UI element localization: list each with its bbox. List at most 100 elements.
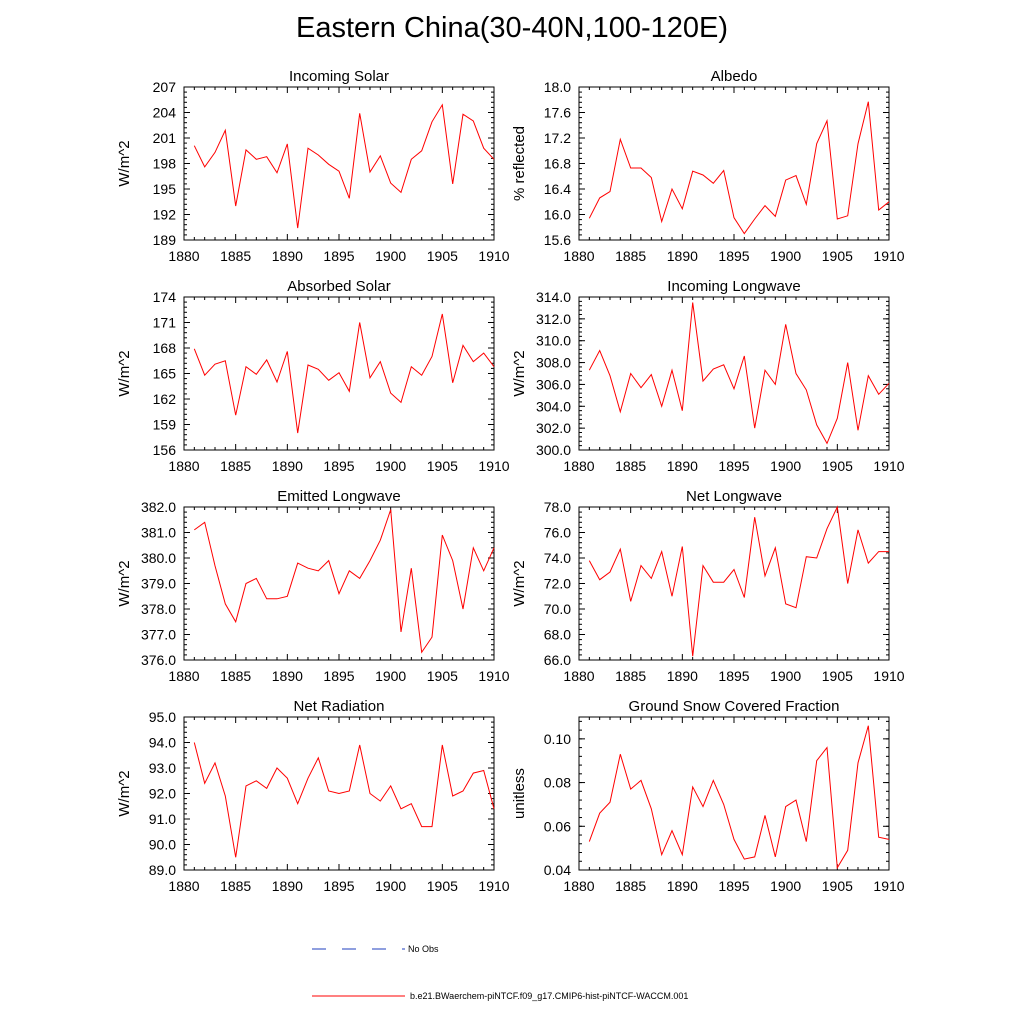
panel-3-xtick-label: 1890 xyxy=(667,458,698,474)
panel-5-xtick-label: 1895 xyxy=(718,668,749,684)
panel-3-ytick-label: 308.0 xyxy=(536,355,571,371)
panel-3-ytick-label: 304.0 xyxy=(536,398,571,414)
panel-0-xtick-label: 1890 xyxy=(272,248,303,264)
panel-5-xtick-label: 1885 xyxy=(615,668,646,684)
panel-0-ytick-label: 201 xyxy=(153,130,177,146)
panel-1-ytick-label: 18.0 xyxy=(544,79,571,95)
panel-7-xtick-label: 1895 xyxy=(718,878,749,894)
panel-4-xtick-label: 1885 xyxy=(220,668,251,684)
panel-0-ytick-label: 192 xyxy=(153,207,177,223)
panel-5-ytick-label: 74.0 xyxy=(544,550,571,566)
panel-1-ytick-label: 17.2 xyxy=(544,130,571,146)
panel-5-ytick-label: 78.0 xyxy=(544,499,571,515)
panel-0-ytick-label: 204 xyxy=(153,105,177,121)
panel-3-ytick-label: 310.0 xyxy=(536,333,571,349)
panel-1-xtick-label: 1880 xyxy=(563,248,594,264)
panel-6-xtick-label: 1895 xyxy=(323,878,354,894)
panel-0-frame xyxy=(183,86,495,241)
panel-7-xtick-label: 1885 xyxy=(615,878,646,894)
panel-3-xtick-label: 1885 xyxy=(615,458,646,474)
panel-7-ytick-label: 0.08 xyxy=(544,775,571,791)
panel-3-xtick-label: 1880 xyxy=(563,458,594,474)
panel-0-series-line-0 xyxy=(193,103,495,229)
panel-6-xtick-label: 1890 xyxy=(272,878,303,894)
panel-4-ytick-label: 382.0 xyxy=(141,499,176,515)
panel-5-ytick-label: 70.0 xyxy=(544,601,571,617)
panel-3-ytick-label: 312.0 xyxy=(536,311,571,327)
panel-5-frame xyxy=(578,506,890,661)
panel-7-xtick-label: 1910 xyxy=(873,878,904,894)
panel-5-xtick-label: 1880 xyxy=(563,668,594,684)
panel-4-ytick-label: 379.0 xyxy=(141,576,176,592)
panel-4-ytick-label: 380.0 xyxy=(141,550,176,566)
panel-6-ytick-label: 93.0 xyxy=(149,760,176,776)
panel-2-ytick-label: 165 xyxy=(153,366,177,382)
panel-6-ytick-label: 90.0 xyxy=(149,837,176,853)
panel-4-ytick-label: 377.0 xyxy=(141,627,176,643)
panel-6-ytick-label: 91.0 xyxy=(149,811,176,827)
panel-3-ytick-label: 314.0 xyxy=(536,289,571,305)
panel-1-xtick-label: 1905 xyxy=(822,248,853,264)
panel-5-ytick-label: 68.0 xyxy=(544,627,571,643)
panel-3-frame xyxy=(578,296,890,451)
panel-4-ytick-label: 378.0 xyxy=(141,601,176,617)
panel-0-xtick-label: 1895 xyxy=(323,248,354,264)
panel-4-series-line-0 xyxy=(194,509,495,654)
panel-4-xtick-label: 1900 xyxy=(375,668,406,684)
panel-2-xtick-label: 1900 xyxy=(375,458,406,474)
panel-6-series-line-0 xyxy=(193,742,495,858)
panel-5-ytick-label: 76.0 xyxy=(544,525,571,541)
panel-7-xtick-label: 1900 xyxy=(770,878,801,894)
panel-2-xtick-label: 1890 xyxy=(272,458,303,474)
panel-2-ytick-label: 159 xyxy=(153,417,177,433)
panel-2-xtick-label: 1910 xyxy=(478,458,509,474)
panel-7-series-line-0 xyxy=(588,725,890,870)
panel-4-frame xyxy=(183,506,495,661)
panel-7-xtick-label: 1880 xyxy=(563,878,594,894)
panel-5-ylabel: W/m^2 xyxy=(511,560,528,606)
panel-0-xtick-label: 1905 xyxy=(427,248,458,264)
panel-3-ytick-label: 302.0 xyxy=(536,420,571,436)
panel-3-series-line-0 xyxy=(588,302,890,445)
panel-3-xtick-label: 1910 xyxy=(873,458,904,474)
panel-2-ytick-label: 162 xyxy=(153,391,177,407)
panel-4-xtick-label: 1890 xyxy=(272,668,303,684)
panel-6-title: Net Radiation xyxy=(294,698,385,715)
panel-0-ytick-label: 198 xyxy=(153,156,177,172)
panel-1-ylabel: % reflected xyxy=(511,126,528,201)
panel-7-xtick-label: 1890 xyxy=(667,878,698,894)
panel-2-ytick-label: 168 xyxy=(153,340,177,356)
panel-1-series-line-0 xyxy=(588,101,890,235)
panel-2-series-line-0 xyxy=(193,313,495,434)
panel-3-ytick-label: 306.0 xyxy=(536,376,571,392)
panel-1-ytick-label: 16.8 xyxy=(544,156,571,172)
panel-3-title: Incoming Longwave xyxy=(667,278,800,295)
panel-5-xtick-label: 1900 xyxy=(770,668,801,684)
panel-2-ytick-label: 156 xyxy=(153,442,177,458)
panel-0-ylabel: W/m^2 xyxy=(116,140,133,186)
panel-7-xtick-label: 1905 xyxy=(822,878,853,894)
panel-0-xtick-label: 1885 xyxy=(220,248,251,264)
panel-3-ylabel: W/m^2 xyxy=(511,350,528,396)
panel-2-ylabel: W/m^2 xyxy=(116,350,133,396)
panel-6-xtick-label: 1910 xyxy=(478,878,509,894)
panel-5-xtick-label: 1910 xyxy=(873,668,904,684)
panel-0-ytick-label: 207 xyxy=(153,79,177,95)
panel-6-ytick-label: 89.0 xyxy=(149,862,176,878)
legend-model-label: b.e21.BWaerchem-piNTCF.f09_g17.CMIP6-his… xyxy=(410,991,688,1001)
panel-0-title: Incoming Solar xyxy=(289,68,389,85)
panel-4-ytick-label: 376.0 xyxy=(141,652,176,668)
panel-4-xtick-label: 1895 xyxy=(323,668,354,684)
panel-1-xtick-label: 1900 xyxy=(770,248,801,264)
panel-4-ytick-label: 381.0 xyxy=(141,525,176,541)
panel-1-xtick-label: 1910 xyxy=(873,248,904,264)
panel-7-ytick-label: 0.10 xyxy=(544,731,571,747)
panel-5-ytick-label: 66.0 xyxy=(544,652,571,668)
panel-3-xtick-label: 1900 xyxy=(770,458,801,474)
panel-0-xtick-label: 1900 xyxy=(375,248,406,264)
panel-7-title: Ground Snow Covered Fraction xyxy=(629,698,840,715)
panel-4-xtick-label: 1905 xyxy=(427,668,458,684)
panel-1-xtick-label: 1885 xyxy=(615,248,646,264)
panel-3-ytick-label: 300.0 xyxy=(536,442,571,458)
panel-5-xtick-label: 1905 xyxy=(822,668,853,684)
